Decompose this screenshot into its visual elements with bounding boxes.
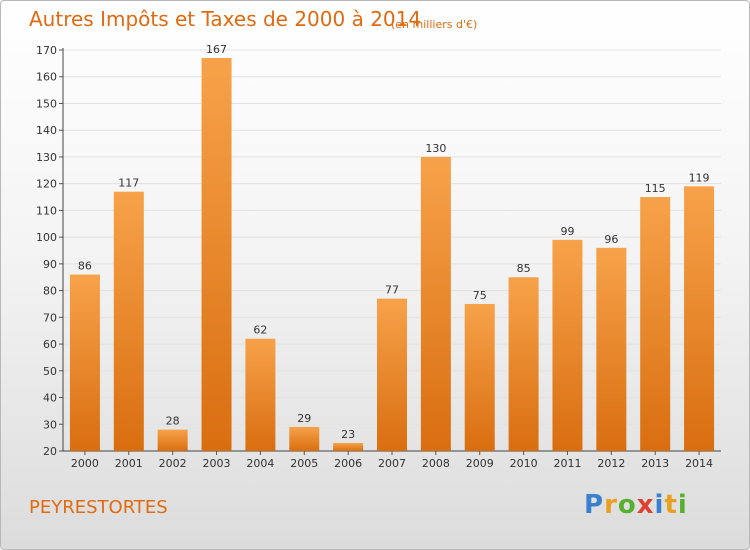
y-tick-label: 130: [36, 151, 57, 164]
y-tick-label: 100: [36, 231, 57, 244]
data-label: 77: [385, 284, 399, 297]
chart-title: Autres Impôts et Taxes de 2000 à 2014: [29, 7, 422, 31]
data-label: 119: [689, 171, 710, 184]
x-tick-label: 2012: [597, 457, 625, 470]
y-tick-label: 60: [43, 338, 57, 351]
y-tick-label: 90: [43, 258, 57, 271]
data-label: 96: [604, 233, 618, 246]
x-tick-label: 2001: [115, 457, 143, 470]
y-tick-label: 160: [36, 71, 57, 84]
bar: [684, 186, 715, 451]
x-tick-label: 2011: [553, 457, 581, 470]
data-labels: 86 117 28 167 62 29 23 77 130 75 85 99 96 115 119: [78, 43, 710, 441]
data-label: 85: [517, 262, 531, 275]
x-tick-label: 2014: [685, 457, 713, 470]
logo-letter: P: [584, 490, 605, 520]
proxiti-logo[interactable]: Proxiti: [584, 490, 688, 520]
x-tick-label: 2007: [378, 457, 406, 470]
bar: [508, 277, 539, 451]
bar: [420, 156, 451, 451]
logo-letter: i: [654, 490, 665, 520]
bars: [69, 58, 715, 452]
x-tick-label: 2000: [71, 457, 99, 470]
y-tick-label: 20: [43, 445, 57, 458]
x-tick-label: 2009: [466, 457, 494, 470]
y-tick-label: 40: [43, 392, 57, 405]
data-label: 75: [473, 289, 487, 302]
x-tick-label: 2002: [159, 457, 187, 470]
y-tick-labels: 20 30 40 50 60 70 80 90 100 110 120 130 140 150 160 170: [36, 44, 57, 458]
data-label: 130: [425, 142, 446, 155]
y-tick-label: 80: [43, 285, 57, 298]
data-label: 99: [560, 225, 574, 238]
data-label: 117: [118, 177, 139, 190]
commune-name: PEYRESTORTES: [29, 497, 168, 518]
data-label: 29: [297, 412, 311, 425]
y-tick-label: 170: [36, 44, 57, 57]
x-tick-label: 2006: [334, 457, 362, 470]
bar: [157, 429, 188, 451]
x-tick-label: 2003: [203, 457, 231, 470]
bar: [377, 298, 407, 451]
y-tick-label: 30: [43, 418, 57, 431]
bar: [333, 442, 364, 451]
x-tick-label: 2004: [246, 457, 274, 470]
data-label: 167: [206, 43, 227, 56]
data-label: 23: [341, 428, 355, 441]
y-tick-label: 120: [36, 178, 57, 191]
y-tick-label: 70: [43, 311, 57, 324]
logo-letter: x: [636, 490, 655, 520]
bar: [245, 338, 276, 451]
data-label: 62: [253, 324, 267, 337]
data-label: 86: [78, 260, 92, 273]
bar: [552, 239, 583, 451]
y-tick-label: 140: [36, 124, 57, 137]
data-label: 115: [645, 182, 666, 195]
y-tick-label: 50: [43, 365, 57, 378]
bar: [640, 197, 671, 451]
y-tick-label: 110: [36, 204, 57, 217]
x-tick-label: 2013: [641, 457, 669, 470]
x-tick-labels: 2000 2001 2002 2003 2004 2005 2006 2007 2008 2009…: [71, 451, 713, 470]
logo-letter: o: [617, 490, 637, 520]
logo-letter: r: [604, 490, 618, 520]
logo-letter: t: [664, 490, 678, 520]
x-tick-label: 2008: [422, 457, 450, 470]
data-label: 28: [166, 415, 180, 428]
y-tick-label: 150: [36, 97, 57, 110]
chart-subtitle: (en milliers d'€): [391, 18, 478, 31]
logo-letter: i: [677, 490, 688, 520]
bar: [69, 274, 100, 451]
x-tick-label: 2005: [290, 457, 318, 470]
bar: [464, 303, 495, 451]
x-tick-label: 2010: [510, 457, 538, 470]
bar: [596, 247, 627, 451]
bar: [113, 191, 144, 452]
bar: [289, 426, 320, 451]
bar: [201, 58, 232, 452]
